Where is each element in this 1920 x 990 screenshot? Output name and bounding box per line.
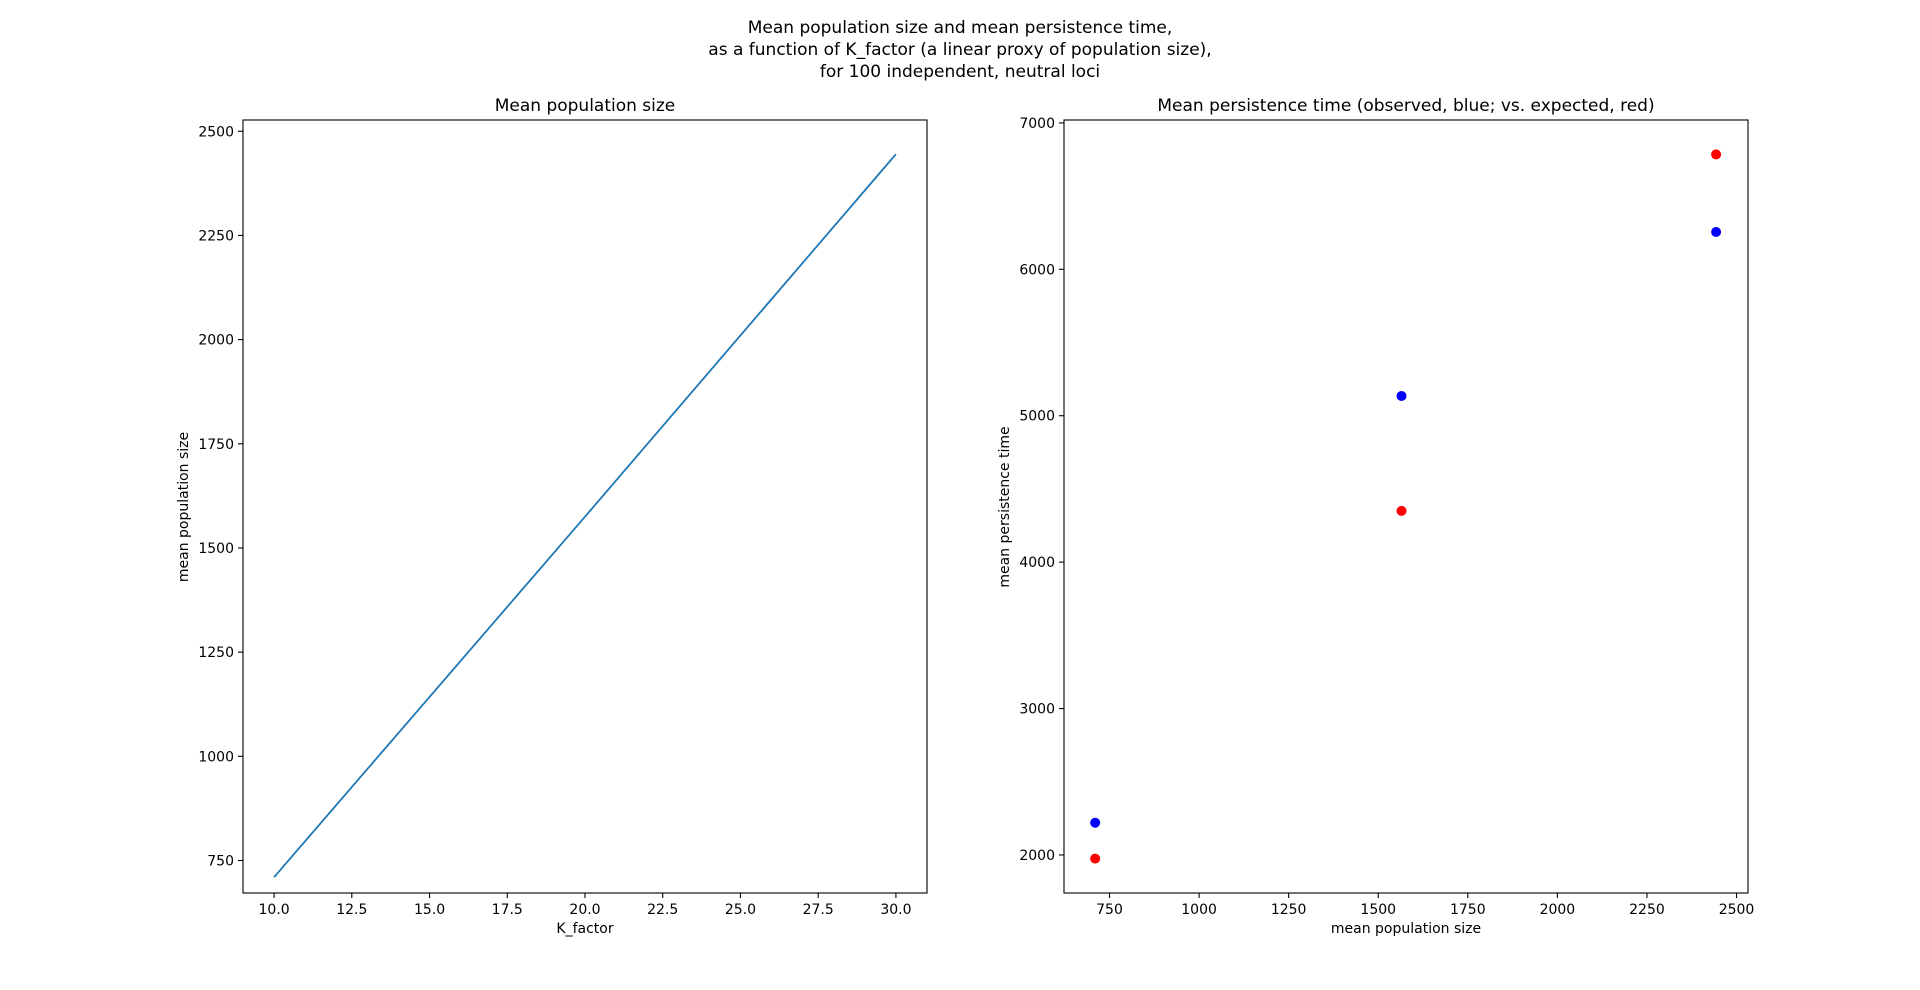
persistence-time-x-tick-label: 2250 [1629, 902, 1665, 918]
population-size-y-axis-label: mean population size [176, 432, 192, 582]
population-size-x-tick-label: 20.0 [569, 902, 600, 918]
persistence-time-y-tick-label: 4000 [1019, 555, 1055, 571]
population-size-y-tick-label: 2000 [198, 333, 234, 349]
figure-title: Mean population size and mean persistenc… [708, 18, 1211, 82]
persistence-time-x-ticks: 750 1000 1250 1500 1750 2000 2250 2500 [1096, 893, 1754, 918]
population-size-x-tick-label: 30.0 [880, 902, 911, 918]
persistence-time-y-tick-label: 7000 [1019, 116, 1055, 132]
persistence-time-x-tick-label: 1750 [1450, 902, 1486, 918]
observed-data-point [1396, 390, 1407, 401]
population-size-x-tick-label: 27.5 [803, 902, 834, 918]
persistence-time-x-axis-label: mean population size [1331, 921, 1481, 937]
observed-data-point [1090, 817, 1101, 828]
population-size-x-tick-label: 15.0 [414, 902, 445, 918]
persistence-time-y-axis-label: mean persistence time [997, 426, 1013, 587]
persistence-time-y-tick-label: 3000 [1019, 702, 1055, 718]
population-size-axes: Mean population size 10.0 12.5 15.0 17.5 20.… [176, 96, 928, 937]
population-size-x-tick-label: 12.5 [336, 902, 367, 918]
persistence-time-x-tick-label: 2500 [1719, 902, 1755, 918]
expected-data-point [1090, 853, 1101, 864]
population-size-y-tick-label: 1000 [198, 749, 234, 765]
population-size-x-ticks: 10.0 12.5 15.0 17.5 20.0 22.5 25.0 27.5 30.0 [259, 893, 911, 918]
persistence-time-chart-title: Mean persistence time (observed, blue; v… [1157, 96, 1654, 116]
population-size-y-tick-label: 1250 [198, 645, 234, 661]
population-size-y-tick-label: 1500 [198, 541, 234, 557]
persistence-time-x-tick-label: 1000 [1181, 902, 1217, 918]
persistence-time-axes: Mean persistence time (observed, blue; v… [997, 96, 1754, 937]
population-size-y-ticks: 750 1000 1250 1500 1750 2000 2250 2500 [198, 124, 243, 869]
figure-title-line-3: for 100 independent, neutral loci [820, 62, 1100, 82]
population-size-x-tick-label: 10.0 [259, 902, 290, 918]
population-size-plot-area [273, 153, 897, 878]
persistence-time-y-tick-label: 2000 [1019, 848, 1055, 864]
population-size-y-tick-label: 1750 [198, 437, 234, 453]
population-size-x-tick-label: 25.0 [725, 902, 756, 918]
population-size-y-tick-label: 2250 [198, 228, 234, 244]
population-size-y-tick-label: 750 [207, 853, 234, 869]
persistence-time-y-tick-label: 5000 [1019, 409, 1055, 425]
population-size-chart-title: Mean population size [495, 96, 676, 116]
persistence-time-y-ticks: 2000 3000 4000 5000 6000 7000 [1019, 116, 1064, 864]
persistence-time-y-tick-label: 6000 [1019, 262, 1055, 278]
population-size-series-line [273, 153, 897, 878]
population-size-x-tick-label: 17.5 [492, 902, 523, 918]
observed-data-point [1711, 226, 1722, 237]
population-size-x-axis-label: K_factor [556, 921, 613, 937]
persistence-time-x-tick-label: 1250 [1271, 902, 1307, 918]
figure-title-line-1: Mean population size and mean persistenc… [748, 18, 1173, 38]
persistence-time-axes-frame [1063, 119, 1749, 894]
persistence-time-x-tick-label: 1500 [1360, 902, 1396, 918]
persistence-time-x-tick-label: 2000 [1540, 902, 1576, 918]
expected-data-point [1396, 505, 1407, 516]
population-size-x-tick-label: 22.5 [647, 902, 678, 918]
persistence-time-plot-area [1090, 149, 1722, 864]
figure-title-line-2: as a function of K_factor (a linear prox… [708, 40, 1211, 60]
population-size-y-tick-label: 2500 [198, 124, 234, 140]
expected-data-point [1711, 149, 1722, 160]
persistence-time-x-tick-label: 750 [1096, 902, 1123, 918]
